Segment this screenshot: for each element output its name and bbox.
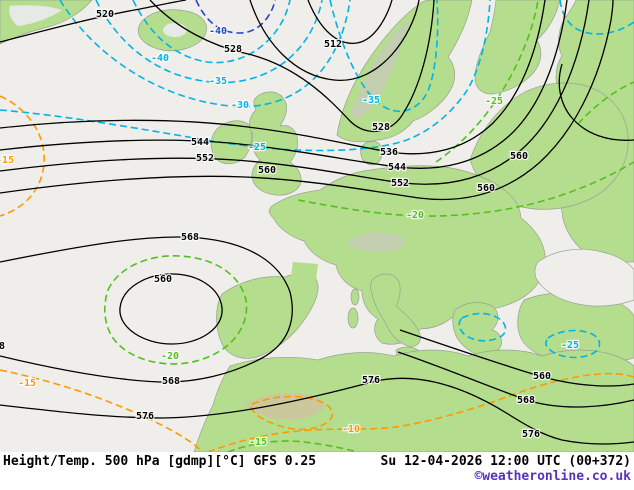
temp-contour-label: -25 — [248, 142, 266, 153]
temp-contour--40-outer — [132, 0, 291, 64]
height-contour-label: 536 — [380, 147, 398, 158]
temp-contour-label: -25 — [561, 340, 579, 351]
height-contour-label: 560 — [477, 183, 495, 194]
temp-contour--40-inner — [195, 0, 276, 34]
temp-contour-label: -25 — [485, 96, 503, 107]
temp-contour-label: -15 — [249, 437, 267, 448]
height-contour-label: 544 — [388, 162, 406, 173]
iberia — [216, 272, 319, 359]
height-contour-560-ridge-east — [558, 63, 634, 141]
height-contour-label: 512 — [324, 39, 342, 50]
chart-title: Height/Temp. 500 hPa [gdmp][°C] GFS 0.25 — [3, 454, 317, 469]
contour-labels-group: 520 528 512 544 552 560 528 536 544 552 560 560 568 5… — [0, 8, 580, 449]
height-contour-536 — [0, 0, 546, 155]
temp-segment-ne-corner — [577, 81, 634, 125]
height-contour-560-east — [399, 329, 634, 387]
greenland-icecap — [9, 5, 62, 27]
height-contour-560 — [0, 0, 614, 201]
temp-contours-group — [0, 0, 634, 452]
height-contour-label: 552 — [391, 178, 409, 189]
height-contour-576 — [0, 377, 634, 445]
height-contour-label: 528 — [372, 122, 390, 133]
caption-row: Height/Temp. 500 hPa [gdmp][°C] GFS 0.25… — [3, 454, 631, 469]
temp-contour-label: -20 — [161, 351, 179, 362]
pyrenees-connector — [290, 262, 318, 288]
height-contour-label: 552 — [196, 153, 214, 164]
height-contour-label: 568 — [517, 395, 535, 406]
sardinia — [347, 307, 359, 329]
height-contour-label: 560 — [510, 151, 528, 162]
height-contour-520-trough — [249, 0, 420, 81]
height-contour-528 — [149, 0, 435, 133]
height-contour-520-west — [0, 0, 187, 43]
temp-contour--15-morocco — [227, 440, 359, 452]
temp-contour--15-southwest — [0, 369, 203, 452]
temp-squiggle-aegean — [458, 312, 507, 342]
valid-datetime: Su 12-04-2026 12:00 UTC (00+372) — [380, 454, 631, 469]
temp-contour-label: -20 — [406, 210, 424, 221]
height-contour-560-closed-low — [119, 273, 223, 345]
height-contour-label: 568 — [162, 376, 180, 387]
black-sea — [534, 248, 634, 307]
temp-contour--20-mid — [297, 161, 634, 217]
footer-caption-bar: Height/Temp. 500 hPa [gdmp][°C] GFS 0.25… — [0, 452, 634, 490]
weather-map: 520 528 512 544 552 560 528 536 544 552 560 560 568 5… — [0, 0, 634, 452]
height-contour-label: 560 — [533, 371, 551, 382]
copyright-link[interactable]: ©weatheronline.co.uk — [474, 469, 631, 484]
corsica — [350, 288, 360, 306]
height-contour-label: 544 — [191, 137, 209, 148]
north-africa — [193, 349, 634, 452]
land-group — [0, 0, 634, 452]
height-contour-label: 576 — [522, 429, 540, 440]
temp-contour--25-west — [0, 0, 491, 152]
copyright-row: ©weatheronline.co.uk — [3, 469, 631, 484]
temp-contour-label: -40 — [209, 26, 227, 37]
temp-contour-label: -30 — [231, 100, 249, 111]
temp-segment-topright — [559, 0, 634, 35]
temp-contour--20-iberia-low — [104, 255, 248, 365]
temp-contour--15-west-edge — [0, 95, 45, 217]
height-contour-544 — [0, 0, 568, 169]
height-contour-label: 8 — [0, 341, 5, 352]
temp-contour-label: -35 — [209, 76, 227, 87]
height-contour-label: 576 — [362, 375, 380, 386]
height-contour-label: 520 — [96, 9, 114, 20]
temp-contour--35-east — [329, 0, 439, 112]
height-contour-512 — [307, 0, 393, 44]
scandinavia — [336, 0, 473, 143]
height-contour-568-east — [397, 351, 634, 408]
temp-squiggle-atlas — [250, 395, 334, 431]
alps — [347, 232, 406, 253]
temp-contour--35 — [95, 0, 323, 84]
terrain-group — [9, 5, 410, 420]
temp-contour-label: -15 — [18, 378, 36, 389]
greece — [452, 302, 502, 356]
temp-contour-label: -10 — [342, 424, 360, 435]
temp-contour-label: -40 — [151, 53, 169, 64]
height-contour-label: 568 — [181, 232, 199, 243]
height-contour-label: 576 — [136, 411, 154, 422]
temp-contour--25-northeast — [435, 0, 539, 163]
italy — [370, 273, 421, 347]
temp-contour-label: -15 — [0, 155, 14, 166]
height-contour-label: 528 — [224, 44, 242, 55]
temp-contour-label: -35 — [362, 95, 380, 106]
height-contour-label: 560 — [258, 165, 276, 176]
great-britain — [249, 91, 302, 196]
finland — [474, 0, 561, 95]
temp-contour--10-africa — [207, 372, 634, 452]
ireland — [210, 120, 253, 165]
height-contour-label: 560 — [154, 274, 172, 285]
iceland-glacier — [163, 23, 187, 37]
norway-mountains — [351, 20, 410, 120]
height-contour-552 — [0, 0, 590, 185]
height-contours-group — [0, 0, 634, 445]
height-contour-568-horseshoe — [0, 236, 293, 383]
temp-contour--25-anatolia — [545, 329, 601, 359]
